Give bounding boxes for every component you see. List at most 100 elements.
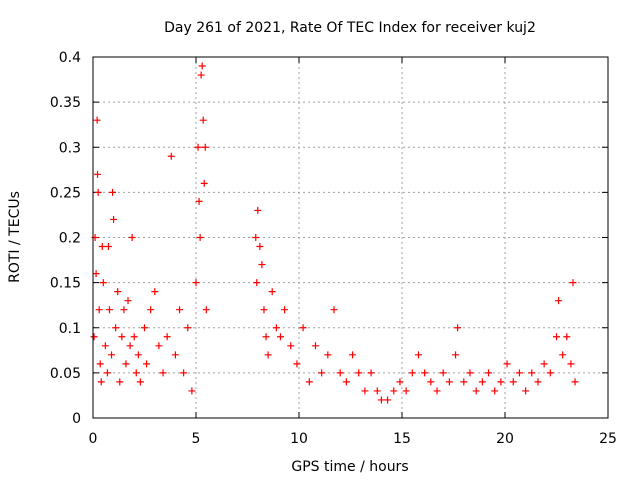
- y-tick-label: 0.2: [59, 231, 81, 247]
- x-tick-label: 25: [599, 431, 617, 447]
- y-tick-label: 0: [72, 411, 81, 427]
- data-point: [256, 243, 264, 251]
- data-point: [124, 297, 132, 305]
- data-point: [192, 279, 200, 287]
- data-point: [268, 288, 276, 296]
- data-point: [147, 306, 155, 314]
- data-point: [396, 378, 404, 386]
- data-point: [491, 387, 499, 395]
- data-point: [112, 324, 120, 332]
- data-point: [110, 215, 118, 223]
- data-point: [132, 369, 140, 377]
- data-point: [546, 369, 554, 377]
- data-point: [155, 342, 163, 350]
- grid-lines: [93, 57, 608, 418]
- data-point: [120, 306, 128, 314]
- data-point: [445, 378, 453, 386]
- data-point: [194, 143, 202, 151]
- data-point: [540, 360, 548, 368]
- data-point: [367, 369, 375, 377]
- data-point: [196, 234, 204, 241]
- data-point: [534, 378, 542, 386]
- data-point: [197, 71, 205, 79]
- data-point: [258, 261, 266, 269]
- data-point: [305, 378, 313, 386]
- data-point: [571, 378, 579, 386]
- data-point: [94, 170, 102, 178]
- data-point: [427, 378, 435, 386]
- data-point: [414, 351, 422, 359]
- data-point: [299, 324, 307, 332]
- data-point: [330, 306, 338, 314]
- data-point: [254, 206, 262, 214]
- data-point: [260, 306, 268, 314]
- data-point: [151, 288, 159, 296]
- data-point: [478, 378, 486, 386]
- data-point: [355, 369, 363, 377]
- data-point: [433, 387, 441, 395]
- data-point: [97, 378, 105, 386]
- data-point: [201, 143, 209, 151]
- data-point: [200, 179, 208, 187]
- data-point: [98, 243, 106, 251]
- data-point: [130, 333, 138, 341]
- data-point: [384, 396, 392, 404]
- data-point: [528, 369, 536, 377]
- data-point: [342, 378, 350, 386]
- chart-title: Day 261 of 2021, Rate Of TEC Index for r…: [164, 20, 536, 36]
- data-point: [324, 351, 332, 359]
- data-point: [563, 333, 571, 341]
- data-point: [287, 342, 295, 350]
- y-tick-label: 0.35: [50, 95, 81, 111]
- data-point: [373, 387, 381, 395]
- data-point: [118, 333, 126, 341]
- y-tick-label: 0.3: [59, 140, 81, 156]
- x-tick-label: 15: [393, 431, 411, 447]
- data-points: [90, 62, 579, 404]
- data-point: [95, 306, 103, 314]
- data-point: [99, 279, 107, 287]
- data-point: [408, 369, 416, 377]
- data-point: [159, 369, 167, 377]
- data-point: [497, 378, 505, 386]
- data-point: [105, 306, 113, 314]
- x-axis-label: GPS time / hours: [291, 459, 408, 475]
- data-point: [101, 342, 109, 350]
- data-point: [569, 279, 577, 287]
- data-point: [452, 351, 460, 359]
- data-point: [555, 297, 563, 305]
- data-point: [90, 333, 98, 341]
- x-tick-label: 0: [89, 431, 98, 447]
- y-tick-label: 0.25: [50, 185, 81, 201]
- data-point: [184, 324, 192, 332]
- data-point: [472, 387, 480, 395]
- data-point: [199, 116, 207, 124]
- data-point: [567, 360, 575, 368]
- data-point: [171, 351, 179, 359]
- data-point: [390, 387, 398, 395]
- data-point: [503, 360, 511, 368]
- data-point: [421, 369, 429, 377]
- data-point: [252, 234, 260, 241]
- y-tick-label: 0.15: [50, 276, 81, 292]
- data-point: [202, 306, 210, 314]
- data-point: [281, 306, 289, 314]
- data-point: [262, 333, 270, 341]
- data-point: [136, 378, 144, 386]
- data-point: [128, 234, 136, 241]
- data-point: [126, 342, 134, 350]
- x-tick-label: 20: [496, 431, 514, 447]
- data-point: [318, 369, 326, 377]
- data-point: [264, 351, 272, 359]
- data-point: [454, 324, 462, 332]
- data-point: [553, 333, 560, 341]
- data-point: [143, 360, 151, 368]
- data-point: [559, 351, 567, 359]
- y-axis-label: ROTI / TECUs: [7, 191, 23, 283]
- data-point: [272, 324, 280, 332]
- data-point: [509, 378, 517, 386]
- data-point: [402, 387, 410, 395]
